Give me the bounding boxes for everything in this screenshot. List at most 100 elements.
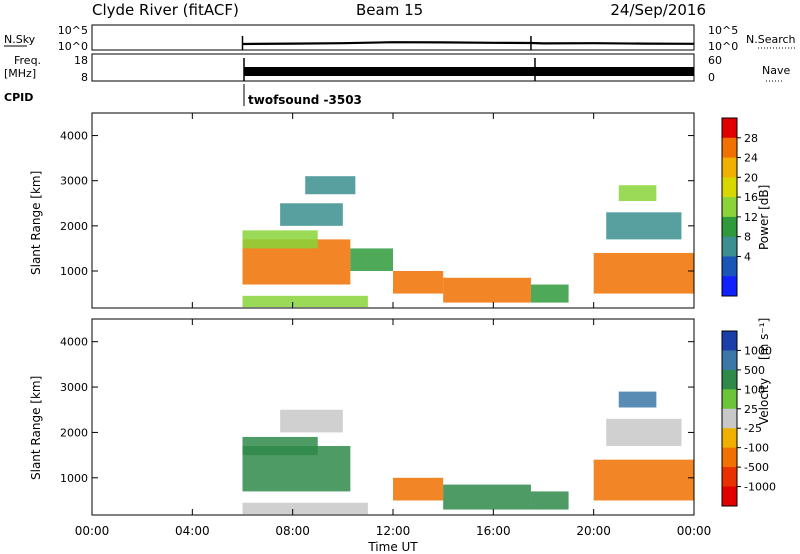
velocity-heatmap <box>242 391 694 515</box>
power-region-11 <box>305 176 356 195</box>
noise-left-tick-bottom: 10^0 <box>58 40 88 53</box>
xtick-label: 20:00 <box>576 524 611 538</box>
power-heatmap <box>242 176 694 308</box>
time-axis-label: Time UT <box>367 540 418 554</box>
power-colorbar-tick-label: 20 <box>744 171 758 184</box>
power-region-9 <box>606 212 682 240</box>
freq-left-tick-top: 18 <box>74 54 88 67</box>
power-colorbar-segment <box>722 216 737 238</box>
xtick-label: 00:00 <box>75 524 110 538</box>
velocity-colorbar-tick-label: 1000 <box>744 344 772 357</box>
cpid-label: CPID <box>4 91 33 104</box>
power-colorbar-segment <box>722 197 737 218</box>
freq-left-tick-bottom: 8 <box>81 71 88 84</box>
velocity-colorbar-tick-label: -25 <box>744 422 762 435</box>
velocity-colorbar-tick-label: 100 <box>744 383 765 396</box>
power-region-2 <box>350 248 393 271</box>
velocity-ytick-label: 1000 <box>60 472 88 485</box>
beam-title: Beam 15 <box>356 1 423 19</box>
velocity-colorbar-segment <box>722 331 737 351</box>
power-region-3 <box>393 270 444 294</box>
power-colorbar-segment <box>722 118 737 139</box>
power-region-1 <box>242 230 318 249</box>
velocity-ytick-label: 4000 <box>60 336 88 349</box>
velocity-colorbar-tick-label: 500 <box>744 364 765 377</box>
power-colorbar-tick-label: 4 <box>744 250 751 263</box>
power-region-5 <box>530 284 569 303</box>
power-yticks: 1000 2000 3000 4000 <box>60 130 694 278</box>
power-region-6 <box>593 252 694 294</box>
velocity-colorbar-tick-label: -500 <box>744 461 769 474</box>
power-colorbar-tick-label: 12 <box>744 211 758 224</box>
power-ytick-label: 3000 <box>60 175 88 188</box>
noise-sky-trace <box>242 41 695 46</box>
power-region-4 <box>443 277 531 303</box>
velocity-ylabel: Slant Range [km] <box>29 376 43 480</box>
velocity-colorbar-segment <box>722 350 737 371</box>
power-colorbar-tick-label: 28 <box>744 132 758 145</box>
velocity-colorbar-segment <box>722 486 737 507</box>
velocity-panel: 1000 2000 3000 4000 <box>60 318 695 516</box>
power-colorbar-tick-label: 8 <box>744 231 751 244</box>
power-ytick-label: 4000 <box>60 130 88 143</box>
noise-panel: N.Sky 10^5 10^0 10^5 10^0 N.Search <box>4 24 796 53</box>
power-colorbar-segment <box>722 137 737 159</box>
xtick-label: 12:00 <box>376 524 411 538</box>
power-ytick-label: 1000 <box>60 265 88 278</box>
xtick-label: 00:00 <box>677 524 712 538</box>
velocity-colorbar-tick-label: 25 <box>744 403 758 416</box>
xtick-label: 08:00 <box>275 524 310 538</box>
noise-right-tick-top: 10^5 <box>708 24 738 37</box>
nave-right-tick-top: 60 <box>708 54 722 67</box>
velocity-colorbar-segment <box>722 389 737 410</box>
power-region-7 <box>242 295 368 308</box>
noise-sky-label: N.Sky <box>4 33 36 46</box>
freq-panel: Freq. [MHz] 18 8 60 0 Nave <box>4 53 790 84</box>
noise-right-tick-bottom: 10^0 <box>708 40 738 53</box>
velocity-region-5 <box>593 459 694 501</box>
power-colorbar-segment <box>722 256 737 277</box>
time-axis: 00:00 04:00 08:00 12:00 16:00 20:00 00:00 <box>75 113 712 538</box>
power-colorbar-segment <box>722 157 737 178</box>
xtick-label: 16:00 <box>476 524 511 538</box>
cpid-value: twofsound -3503 <box>248 93 362 107</box>
velocity-colorbar-tick-label: -1000 <box>744 481 776 494</box>
power-colorbar: 28 24 20 16 12 8 4 Power [dB] <box>721 117 771 297</box>
velocity-region-9 <box>618 391 657 408</box>
velocity-colorbar-tick-label: -100 <box>744 442 769 455</box>
velocity-colorbar-segment <box>722 408 737 429</box>
noise-search-label: N.Search <box>746 33 796 46</box>
velocity-colorbar: 1000 500 100 25 -25 -100 -500 -1000 Velocity [m… <box>721 318 776 507</box>
power-region-8 <box>280 203 343 226</box>
date-title: 24/Sep/2016 <box>610 1 706 19</box>
velocity-colorbar-segment <box>722 447 737 468</box>
power-region-10 <box>618 185 657 202</box>
nave-label: Nave <box>762 64 790 77</box>
xtick-label: 04:00 <box>175 524 210 538</box>
velocity-region-4 <box>530 491 569 510</box>
noise-left-tick-top: 10^5 <box>58 24 88 37</box>
power-panel: 1000 2000 3000 4000 <box>60 112 695 309</box>
station-title: Clyde River (fitACF) <box>92 1 239 19</box>
velocity-region-6 <box>242 502 368 515</box>
power-colorbar-segment <box>722 177 737 198</box>
power-colorbar-label: Power [dB] <box>757 185 771 250</box>
velocity-yticks: 1000 2000 3000 4000 <box>60 336 694 485</box>
velocity-ytick-label: 2000 <box>60 426 88 439</box>
power-colorbar-tick-label: 24 <box>744 152 758 165</box>
velocity-region-2 <box>393 477 444 501</box>
freq-trace <box>244 67 694 76</box>
freq-unit-label: [MHz] <box>4 67 36 80</box>
velocity-colorbar-unit: [m s⁻¹] <box>757 318 771 360</box>
velocity-ytick-label: 3000 <box>60 381 88 394</box>
freq-label: Freq. <box>14 54 41 67</box>
power-colorbar-segment <box>722 276 737 297</box>
power-colorbar-tick-label: 16 <box>744 191 758 204</box>
velocity-colorbar-segment <box>722 467 737 488</box>
velocity-region-3 <box>443 484 531 510</box>
velocity-colorbar-label: Velocity <box>757 378 771 425</box>
nave-right-tick-bottom: 0 <box>708 71 715 84</box>
velocity-region-8 <box>606 418 682 447</box>
velocity-colorbar-segment <box>722 369 737 390</box>
